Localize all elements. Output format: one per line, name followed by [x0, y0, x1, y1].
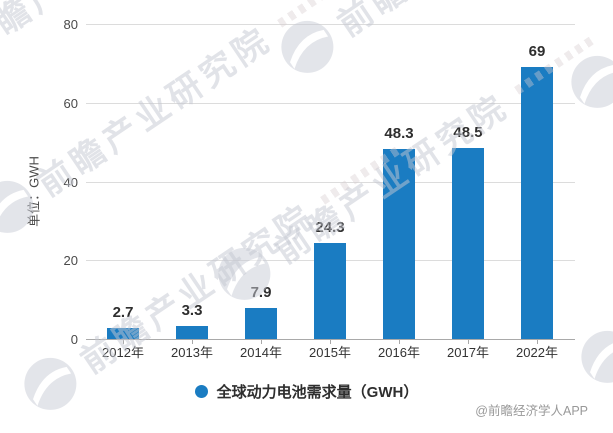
- legend-marker-icon[interactable]: [194, 385, 208, 398]
- x-category-label: 2014年: [240, 345, 282, 360]
- gridline: [86, 24, 575, 25]
- gridline: [86, 102, 575, 104]
- bar: [383, 148, 415, 339]
- legend-label[interactable]: 全球动力电池需求量（GWH）: [216, 384, 419, 401]
- x-category-label: 2012年: [102, 345, 144, 360]
- y-axis-title: 单位：GWH: [26, 156, 42, 227]
- x-category-label: 2017年: [447, 345, 489, 360]
- bar-value-label: 69: [528, 43, 546, 61]
- x-axis-tick: [330, 340, 331, 344]
- bar: [107, 328, 139, 339]
- y-tick-label: 40: [63, 174, 78, 190]
- bar-value-label: 48.3: [384, 124, 414, 142]
- bar: [452, 148, 484, 339]
- x-category-label: 2015年: [309, 345, 351, 360]
- source-credit: @前瞻经济学人APP: [475, 404, 588, 418]
- bar-value-label: 48.5: [453, 124, 483, 142]
- y-tick-label: 60: [63, 95, 78, 111]
- bar-value-label: 2.7: [112, 304, 134, 322]
- x-axis-tick: [261, 340, 262, 344]
- x-axis-tick: [537, 340, 538, 344]
- x-category-label: 2022年: [516, 345, 558, 360]
- gridline: [86, 181, 575, 183]
- bar-value-label: 24.3: [315, 219, 345, 237]
- x-axis-line: [86, 339, 575, 340]
- bar: [314, 243, 346, 339]
- x-axis-tick: [123, 340, 124, 344]
- x-axis-tick: [468, 340, 469, 344]
- bar-value-label: 7.9: [250, 283, 272, 301]
- y-tick-label: 0: [70, 332, 78, 347]
- legend: 全球动力电池需求量（GWH）: [0, 381, 613, 402]
- y-tick-label: 80: [63, 17, 78, 32]
- y-tick-label: 20: [63, 253, 78, 269]
- x-axis-tick: [192, 340, 193, 344]
- bar: [176, 326, 208, 339]
- bar: [245, 307, 277, 339]
- bar-value-label: 3.3: [181, 302, 203, 319]
- x-category-label: 2013年: [171, 345, 213, 360]
- bar: [521, 67, 553, 339]
- x-category-label: 2016年: [378, 345, 420, 360]
- x-axis-tick: [399, 340, 400, 344]
